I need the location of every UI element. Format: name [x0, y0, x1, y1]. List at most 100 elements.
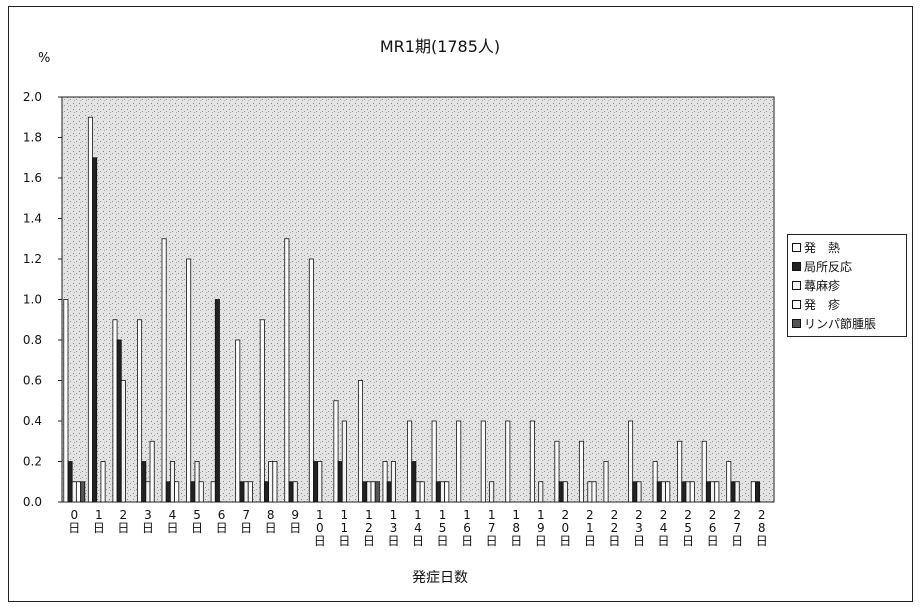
y-axis-label: % [38, 51, 50, 66]
bar-1-6 [214, 299, 220, 503]
y-tick-label: 0.4 [23, 414, 42, 428]
bar-2-24 [661, 481, 667, 503]
bar-1-10 [313, 461, 319, 503]
bar-0-16 [456, 420, 462, 503]
y-tick-label: 2.0 [23, 90, 42, 104]
bar-0-10 [308, 258, 314, 503]
y-tick-label: 0.0 [23, 495, 42, 509]
bar-0-14 [407, 420, 413, 503]
bar-1-25 [681, 481, 687, 503]
bar-1-1 [92, 157, 98, 503]
bar-3-3 [149, 440, 155, 503]
legend-swatch [792, 243, 801, 252]
bar-2-23 [636, 481, 642, 503]
bar-3-21 [591, 481, 597, 503]
bar-3-1 [100, 461, 106, 503]
plot-area [61, 96, 775, 503]
x-axis-tick-labels: 0 日 1 日 2 日 3 日 4 日 5 日 6 日 7 日 8 日 9 日 1 0 日 1 1 日 1 2 日 1 3 日 1 4 日 1 5 日 1 6… [68, 508, 767, 548]
bar-0-12 [357, 380, 363, 503]
bar-0-26 [701, 440, 707, 503]
bar-2-9 [292, 481, 298, 503]
bar-2-2 [120, 380, 126, 503]
chart-title: MR1期(1785人) [380, 37, 500, 56]
bar-1-5 [190, 481, 196, 503]
bar-2-27 [734, 481, 740, 503]
y-tick-label: 1.8 [23, 131, 42, 145]
bar-0-20 [554, 440, 560, 503]
bar-0-0 [63, 299, 69, 503]
bar-3-8 [272, 461, 278, 503]
bar-2-0 [71, 481, 77, 503]
legend-swatch [792, 300, 801, 309]
bar-1-4 [165, 481, 171, 503]
bar-2-13 [390, 461, 396, 503]
legend-item: 発 疹 [792, 295, 902, 314]
legend-swatch [792, 281, 801, 290]
bar-1-8 [263, 481, 269, 503]
bar-1-24 [656, 481, 662, 503]
bar-0-15 [431, 420, 437, 503]
legend-label: 発 熱 [804, 241, 841, 255]
bar-0-8 [259, 319, 265, 503]
bar-3-26 [714, 481, 720, 503]
legend-label: 局所反応 [804, 260, 853, 274]
legend-item: 発 熱 [792, 238, 902, 257]
bar-1-23 [632, 481, 638, 503]
bar-2-19 [538, 481, 544, 503]
bar-4-0 [80, 481, 86, 503]
bar-1-20 [558, 481, 564, 503]
bar-1-15 [435, 481, 441, 503]
y-tick-label: 0.6 [23, 374, 42, 388]
bar-1-7 [239, 481, 245, 503]
bar-1-28 [755, 481, 761, 503]
bar-0-9 [284, 238, 290, 503]
y-tick-label: 1.4 [23, 212, 42, 226]
bar-2-11 [341, 420, 347, 503]
legend-swatch [792, 319, 801, 328]
y-tick-label: 1.0 [23, 293, 42, 307]
bar-0-23 [628, 420, 634, 503]
bar-2-17 [489, 481, 495, 503]
bar-2-3 [145, 481, 151, 503]
bar-0-24 [652, 461, 658, 503]
bar-0-11 [333, 400, 339, 503]
bar-2-7 [243, 481, 249, 503]
bar-0-22 [603, 461, 609, 503]
bar-0-3 [137, 319, 143, 503]
bar-3-24 [665, 481, 671, 503]
legend-label: リンパ節腫脹 [804, 317, 877, 331]
bar-2-5 [194, 461, 200, 503]
bar-2-4 [169, 461, 175, 503]
bar-2-15 [440, 481, 446, 503]
bar-2-14 [415, 481, 421, 503]
bar-0-28 [750, 481, 756, 503]
legend-swatch [792, 262, 801, 271]
bar-2-20 [562, 481, 568, 503]
bar-1-9 [288, 481, 294, 503]
bar-2-12 [366, 481, 372, 503]
bar-2-26 [710, 481, 716, 503]
bar-2-8 [268, 461, 274, 503]
bar-3-7 [247, 481, 253, 503]
y-tick-label: 1.2 [23, 252, 42, 266]
legend-item: 蕁麻疹 [792, 276, 902, 295]
bar-0-17 [480, 420, 486, 503]
bar-1-27 [730, 481, 736, 503]
